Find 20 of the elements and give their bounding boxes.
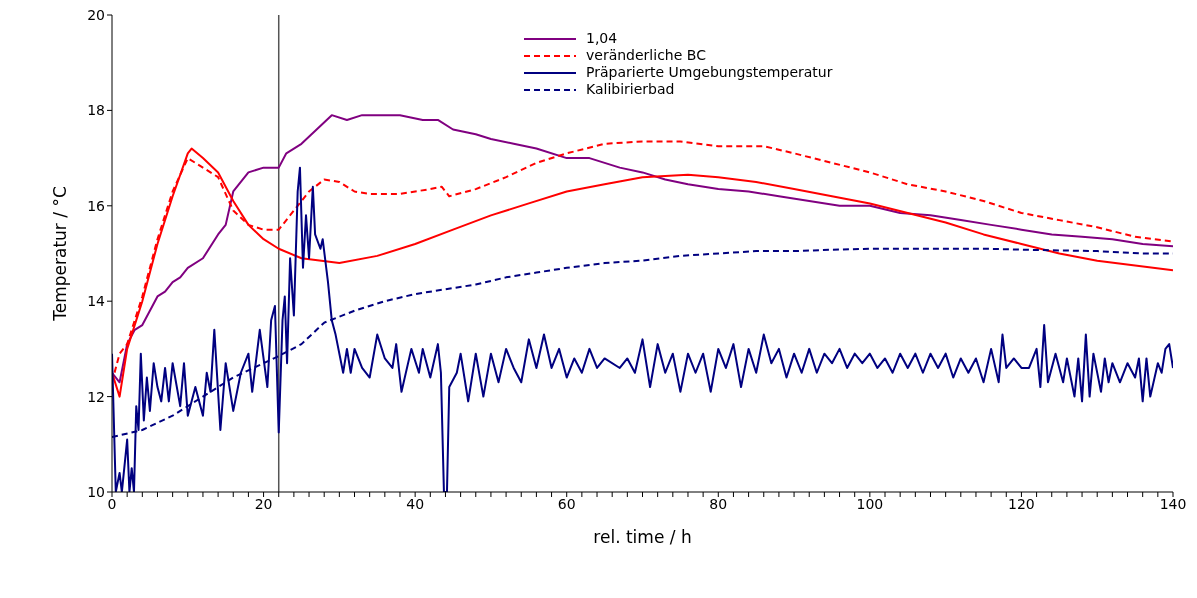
x-tick-label: 60	[557, 495, 576, 512]
legend-label: Präparierte Umgebungstemperatur	[586, 64, 833, 81]
x-tick-label: 80	[709, 495, 728, 512]
x-tick-label: 20	[254, 495, 273, 512]
x-tick-label: 0	[107, 495, 117, 512]
y-tick-label: 16	[87, 197, 106, 214]
y-tick-label: 18	[87, 102, 105, 119]
legend-label: veränderliche BC	[586, 47, 706, 64]
x-tick-label: 100	[856, 495, 884, 512]
x-axis-title: rel. time / h	[593, 527, 692, 547]
x-tick-label: 120	[1008, 495, 1035, 512]
legend-label: Kalibirierbad	[586, 81, 675, 98]
y-tick-label: 14	[87, 293, 106, 310]
legend-label: 1,04	[586, 30, 618, 47]
x-tick-label: 40	[406, 495, 425, 512]
y-tick-label: 20	[87, 6, 105, 23]
y-tick-label: 12	[87, 388, 105, 405]
y-axis-title: Temperatur / °C	[50, 186, 71, 322]
y-tick-label: 10	[87, 483, 105, 500]
x-tick-label: 140	[1159, 495, 1187, 512]
